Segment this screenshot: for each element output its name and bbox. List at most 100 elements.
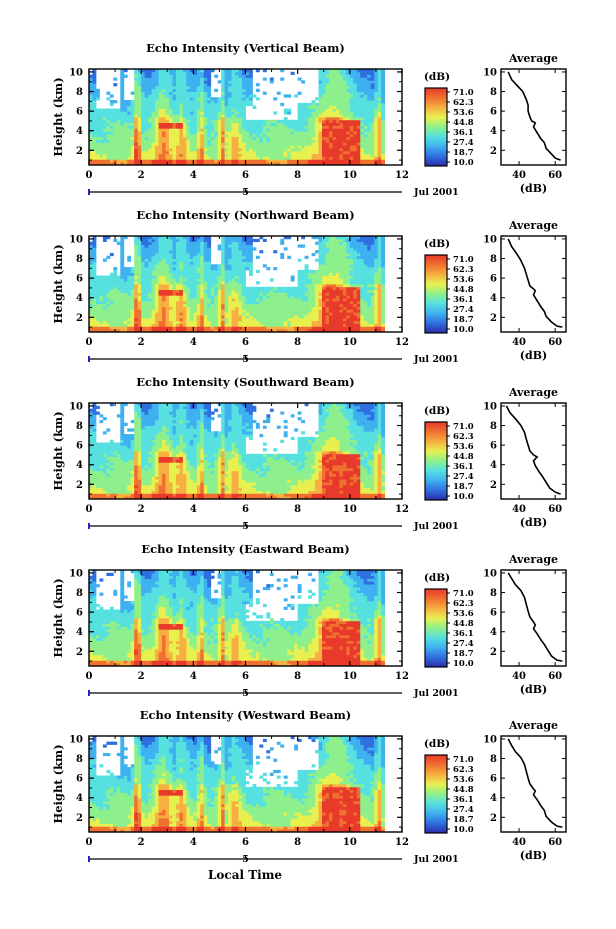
heatmap-cell bbox=[328, 108, 333, 112]
heatmap-cell bbox=[155, 241, 159, 245]
heatmap-cell bbox=[109, 159, 114, 163]
heatmap-cell bbox=[304, 326, 309, 330]
heatmap-cell bbox=[266, 119, 271, 124]
heatmap-cell bbox=[224, 77, 229, 81]
average-y-tick-label: 6 bbox=[490, 107, 497, 118]
heatmap-cell bbox=[370, 286, 375, 291]
heatmap-cell bbox=[353, 125, 358, 129]
heatmap-cell bbox=[238, 306, 243, 310]
heatmap-cell bbox=[245, 77, 250, 81]
heatmap-cell bbox=[228, 250, 232, 254]
heatmap-cell bbox=[141, 80, 146, 84]
heatmap-cell bbox=[189, 148, 194, 152]
heatmap-cell bbox=[315, 150, 319, 155]
heatmap-cell bbox=[193, 162, 198, 166]
heatmap-cell bbox=[141, 105, 146, 109]
heatmap-cell bbox=[301, 162, 306, 166]
heatmap-cell bbox=[335, 97, 340, 101]
heatmap-cell bbox=[224, 69, 229, 73]
heatmap-cell bbox=[367, 74, 372, 78]
heatmap-cell bbox=[141, 102, 146, 107]
heatmap-cell bbox=[346, 264, 351, 268]
heatmap-cell bbox=[158, 312, 163, 316]
heatmap-cell bbox=[304, 320, 309, 324]
heatmap-cell bbox=[342, 117, 347, 121]
heatmap-cell bbox=[255, 156, 260, 160]
heatmap-cell bbox=[175, 326, 180, 330]
heatmap-cell bbox=[363, 125, 368, 129]
heatmap-cell bbox=[335, 244, 340, 248]
heatmap-cell bbox=[245, 148, 250, 152]
heatmap-cell bbox=[332, 162, 337, 166]
heatmap-cell bbox=[141, 117, 146, 121]
heatmap-cell bbox=[137, 281, 142, 285]
heatmap-cell bbox=[106, 162, 111, 166]
heatmap-cell bbox=[339, 317, 344, 322]
heatmap-cell bbox=[374, 281, 379, 285]
heatmap-cell bbox=[99, 136, 104, 140]
heatmap-cell bbox=[363, 122, 368, 126]
heatmap-cell bbox=[162, 74, 166, 78]
heatmap-cell bbox=[186, 295, 191, 299]
heatmap-cell bbox=[370, 77, 375, 81]
heatmap-cell bbox=[273, 133, 278, 138]
heatmap-cell bbox=[214, 114, 219, 118]
heatmap-cell bbox=[89, 292, 93, 296]
heatmap-cell bbox=[116, 281, 121, 285]
heatmap-cell bbox=[325, 94, 330, 98]
heatmap-cell bbox=[377, 100, 382, 104]
heatmap-cell bbox=[328, 142, 333, 146]
heatmap-cell bbox=[102, 150, 107, 155]
heatmap-cell bbox=[238, 295, 243, 299]
heatmap-cell bbox=[148, 281, 152, 285]
heatmap-cell bbox=[148, 275, 152, 279]
heatmap-cell bbox=[189, 236, 194, 240]
heatmap-cell bbox=[179, 128, 184, 132]
heatmap-cell bbox=[248, 264, 253, 268]
heatmap-cell bbox=[179, 244, 184, 248]
heatmap-cell bbox=[356, 286, 361, 291]
heatmap-cell bbox=[377, 286, 382, 291]
heatmap-cell bbox=[248, 236, 253, 240]
heatmap-cell bbox=[207, 317, 212, 322]
heatmap-cell bbox=[95, 156, 100, 160]
heatmap-cell bbox=[144, 247, 149, 251]
heatmap-cell bbox=[168, 295, 173, 299]
heatmap-cell bbox=[165, 269, 170, 274]
heatmap-cell bbox=[269, 300, 274, 305]
heatmap-cell bbox=[221, 102, 226, 107]
heatmap-cell bbox=[315, 236, 319, 240]
heatmap-cell bbox=[175, 97, 180, 101]
heatmap-cell bbox=[294, 300, 299, 305]
heatmap-cell bbox=[175, 94, 180, 98]
heatmap-cell bbox=[238, 83, 243, 87]
heatmap-cell bbox=[109, 100, 114, 104]
heatmap-cell bbox=[304, 309, 309, 313]
heatmap-cell bbox=[346, 300, 351, 305]
heatmap-cell bbox=[200, 102, 205, 107]
heatmap-cell bbox=[200, 150, 205, 155]
heatmap-cell bbox=[203, 69, 208, 73]
heatmap-cell bbox=[231, 74, 236, 78]
heatmap-cell bbox=[106, 91, 111, 95]
heatmap-cell bbox=[322, 326, 326, 330]
heatmap-cell bbox=[134, 133, 139, 138]
heatmap-cell bbox=[356, 94, 361, 98]
heatmap-cell bbox=[207, 292, 212, 296]
heatmap-cell bbox=[89, 145, 93, 149]
heatmap-cell bbox=[89, 156, 93, 160]
heatmap-cell bbox=[297, 91, 302, 95]
heatmap-cell bbox=[322, 306, 326, 310]
heatmap-cell bbox=[266, 150, 271, 155]
heatmap-cell bbox=[311, 102, 316, 107]
heatmap-cell bbox=[322, 264, 326, 268]
heatmap-cell bbox=[186, 269, 191, 274]
heatmap-cell bbox=[339, 139, 344, 143]
heatmap-cell bbox=[356, 156, 361, 160]
heatmap-cell bbox=[367, 300, 372, 305]
heatmap-cell bbox=[175, 320, 180, 324]
heatmap-cell bbox=[214, 159, 219, 163]
heatmap-cell bbox=[308, 102, 312, 107]
heatmap-cell bbox=[290, 286, 295, 291]
heatmap-cell bbox=[203, 272, 208, 276]
